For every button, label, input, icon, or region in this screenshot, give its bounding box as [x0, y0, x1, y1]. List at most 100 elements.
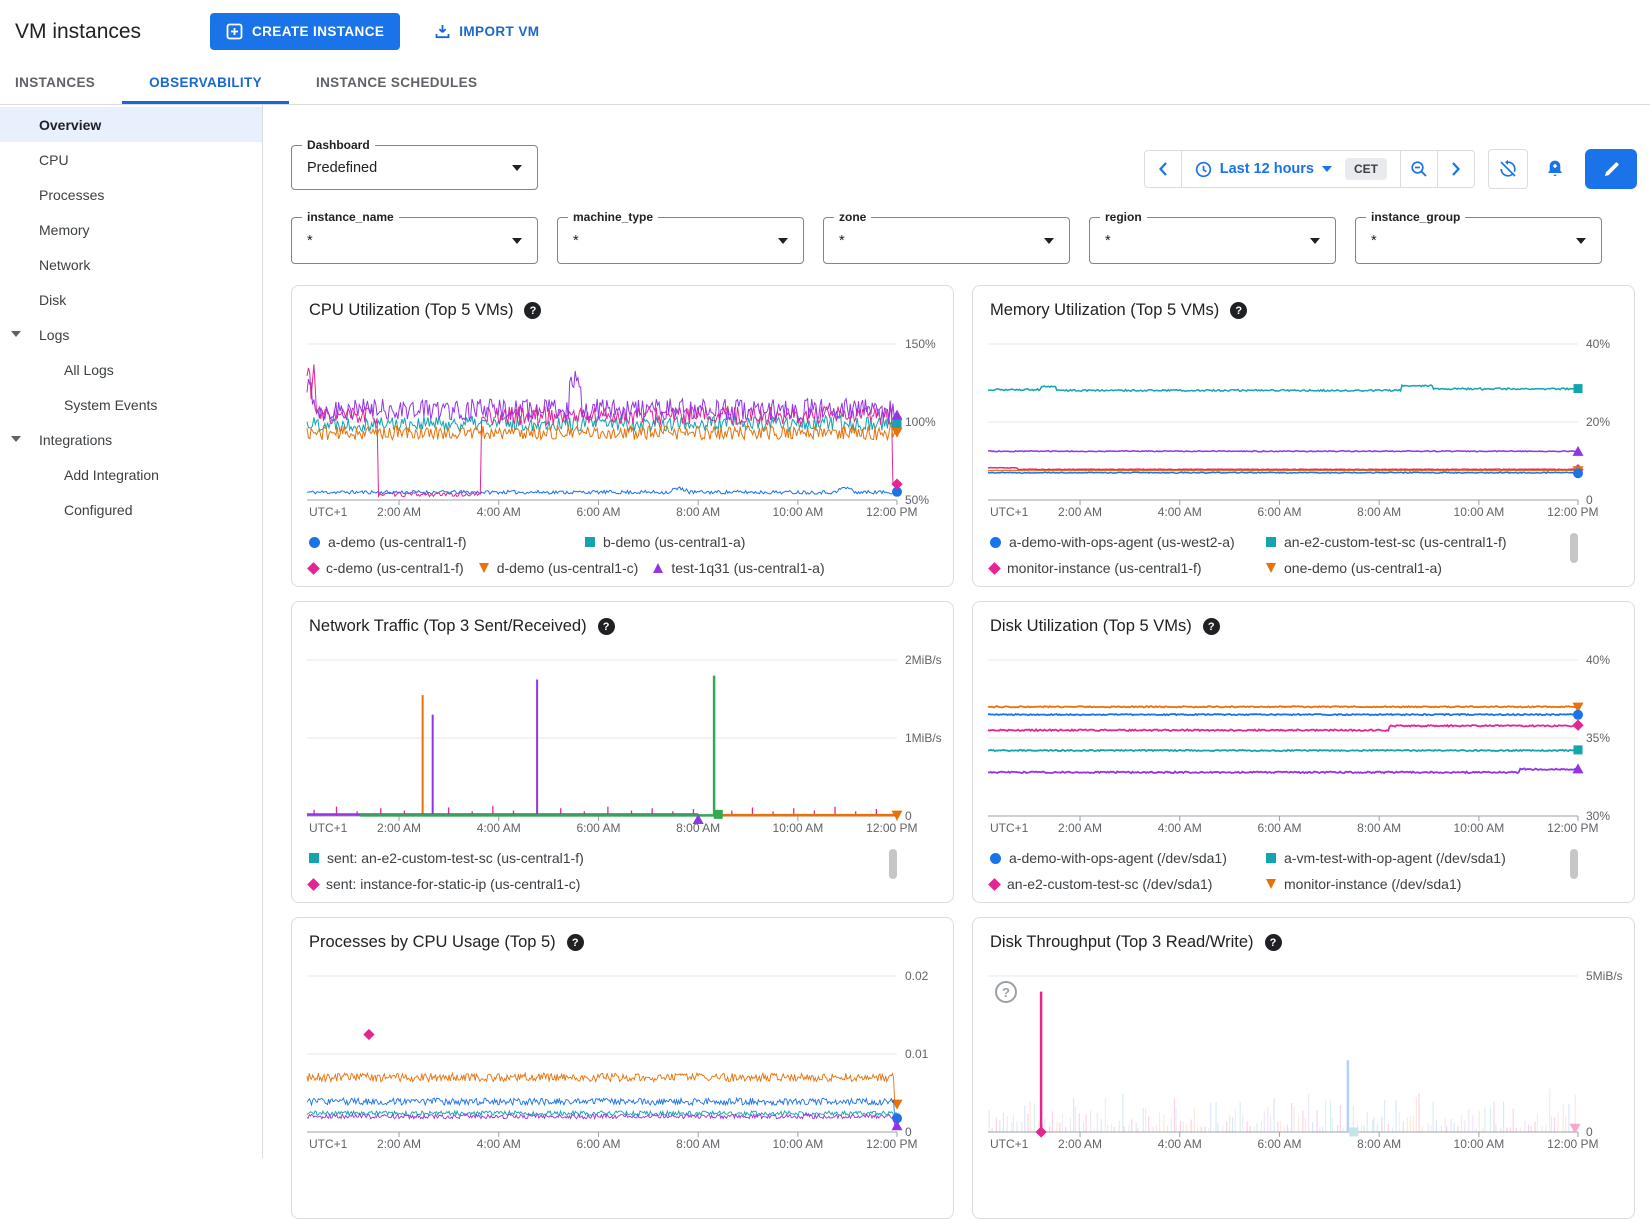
toolbar-row: Dashboard Predefined Last 12 hours CET — [291, 138, 1637, 190]
filter-instance-name[interactable]: instance_name * — [291, 210, 538, 264]
x-axis-label: 2:00 AM — [377, 1137, 422, 1151]
x-axis-label: 4:00 AM — [1157, 505, 1202, 519]
alerting-bell-button[interactable] — [1535, 149, 1575, 189]
legend-item-an-e2-custom-test-sc-dev-sda1[interactable]: an-e2-custom-test-sc (/dev/sda1) — [988, 876, 1266, 892]
help-icon[interactable]: ? — [566, 934, 584, 951]
y-axis-label: 0 — [1586, 1125, 1593, 1139]
help-icon[interactable]: ? — [524, 302, 542, 319]
x-axis-label: 6:00 AM — [576, 821, 621, 835]
sidebar-item-network[interactable]: Network — [0, 247, 262, 282]
sidebar-item-logs[interactable]: Logs — [0, 317, 262, 352]
x-axis-label: 10:00 AM — [1453, 505, 1505, 519]
dashboard-select[interactable]: Dashboard Predefined — [291, 138, 538, 190]
legend-item-a-demo-with-ops-agent-us-west2-a[interactable]: a-demo-with-ops-agent (us-west2-a) — [990, 534, 1266, 550]
sidebar-item-label: CPU — [39, 151, 69, 168]
sidebar-item-memory[interactable]: Memory — [0, 212, 262, 247]
x-axis-label: 6:00 AM — [576, 505, 621, 519]
filter-region[interactable]: region * — [1089, 210, 1336, 264]
time-forward-button[interactable] — [1438, 151, 1474, 187]
filter-value: * — [1105, 232, 1111, 249]
help-icon[interactable]: ? — [1264, 934, 1282, 951]
help-icon[interactable]: ? — [597, 618, 615, 635]
legend-item-monitor-instance-us-central1-f[interactable]: monitor-instance (us-central1-f) — [988, 560, 1266, 576]
edit-dashboard-button[interactable] — [1585, 149, 1637, 189]
tab-observability[interactable]: OBSERVABILITY — [122, 63, 289, 104]
legend-label: monitor-instance (/dev/sda1) — [1284, 876, 1462, 892]
legend-scrollbar[interactable] — [1570, 849, 1578, 879]
legend-label: a-demo-with-ops-agent (us-west2-a) — [1009, 534, 1235, 550]
legend-item-an-e2-custom-test-sc-us-central1-f[interactable]: an-e2-custom-test-sc (us-central1-f) — [1266, 534, 1562, 550]
sidebar-item-processes[interactable]: Processes — [0, 177, 262, 212]
help-icon[interactable]: ? — [1202, 618, 1220, 635]
legend-item-a-vm-test-with-op-agent-dev-sda1[interactable]: a-vm-test-with-op-agent (/dev/sda1) — [1266, 850, 1562, 866]
legend-label: a-demo-with-ops-agent (/dev/sda1) — [1009, 850, 1227, 866]
legend-item-one-demo-us-central1-a[interactable]: one-demo (us-central1-a) — [1266, 560, 1562, 576]
chart-title-row: Memory Utilization (Top 5 VMs)? — [990, 301, 1248, 320]
sidebar-item-system-events[interactable]: System Events — [0, 387, 262, 422]
expand-arrow-icon[interactable] — [11, 331, 21, 337]
sidebar-item-configured[interactable]: Configured — [0, 492, 262, 527]
divider — [1437, 151, 1438, 187]
chart-title-row: Network Traffic (Top 3 Sent/Received)? — [309, 617, 615, 636]
filter-value: * — [307, 232, 313, 249]
x-axis-label: UTC+1 — [990, 821, 1029, 835]
diamond-marker-icon — [307, 877, 320, 891]
legend-item-sent-instance-for-static-ip-us-central1-c[interactable]: sent: instance-for-static-ip (us-central… — [307, 876, 581, 892]
expand-arrow-icon[interactable] — [11, 436, 21, 442]
create-instance-button[interactable]: CREATE INSTANCE — [210, 13, 401, 50]
x-axis-label: 10:00 AM — [1453, 1137, 1505, 1151]
legend-item-monitor-instance-dev-sda1[interactable]: monitor-instance (/dev/sda1) — [1266, 876, 1562, 892]
help-icon[interactable]: ? — [1230, 302, 1248, 319]
time-range-value: Last 12 hours — [1219, 161, 1314, 177]
sidebar-item-overview[interactable]: Overview — [0, 107, 262, 142]
sidebar-item-cpu[interactable]: CPU — [0, 142, 262, 177]
filter-instance-group[interactable]: instance_group * — [1355, 210, 1602, 264]
chart-card-throughput: Disk Throughput (Top 3 Read/Write)? 5MiB/… — [972, 917, 1635, 1219]
legend-row: c-demo (us-central1-f) d-demo (us-central… — [307, 555, 881, 581]
no-data-help-icon[interactable]: ? — [995, 981, 1017, 1003]
diamond-marker-icon — [988, 561, 1001, 575]
sidebar-item-add-integration[interactable]: Add Integration — [0, 457, 262, 492]
legend-label: sent: instance-for-static-ip (us-central… — [326, 876, 581, 892]
chevron-down-icon — [512, 237, 522, 244]
import-vm-button[interactable]: IMPORT VM — [428, 22, 545, 41]
filter-value: * — [839, 232, 845, 249]
auto-refresh-off-button[interactable] — [1488, 149, 1528, 189]
chart-card-processes: Processes by CPU Usage (Top 5)? 0.02 0.01 0… — [291, 917, 954, 1219]
y-axis-label: 100% — [905, 415, 936, 429]
tab-instance-schedules[interactable]: INSTANCE SCHEDULES — [315, 74, 478, 90]
sidebar-item-all-logs[interactable]: All Logs — [0, 352, 262, 387]
legend-item-d-demo-us-central1-c[interactable]: d-demo (us-central1-c) — [478, 560, 638, 576]
x-axis-label: 12:00 PM — [866, 1137, 918, 1151]
filter-zone[interactable]: zone * — [823, 210, 1070, 264]
legend-item-test-1q31-us-central1-a[interactable]: test-1q31 (us-central1-a) — [653, 560, 825, 576]
time-range-button[interactable]: Last 12 hours CET — [1182, 151, 1400, 187]
sidebar-item-label: System Events — [64, 396, 158, 413]
import-icon — [434, 23, 451, 40]
tab-instances[interactable]: INSTANCES — [15, 74, 96, 90]
legend-item-b-demo-us-central1-a[interactable]: b-demo (us-central1-a) — [585, 534, 881, 550]
chart-legend: a-demo-with-ops-agent (us-west2-a) an-e2-… — [988, 529, 1562, 581]
legend-scrollbar[interactable] — [1570, 533, 1578, 563]
legend-scrollbar[interactable] — [889, 849, 897, 879]
sidebar-item-disk[interactable]: Disk — [0, 282, 262, 317]
x-axis-label: 4:00 AM — [1157, 821, 1202, 835]
legend-item-a-demo-us-central1-f[interactable]: a-demo (us-central1-f) — [309, 534, 585, 550]
legend-item-a-demo-with-ops-agent-dev-sda1[interactable]: a-demo-with-ops-agent (/dev/sda1) — [990, 850, 1266, 866]
dashboard-select-label: Dashboard — [302, 138, 375, 152]
legend-label: sent: an-e2-custom-test-sc (us-central1-… — [327, 850, 584, 866]
x-axis-label: 4:00 AM — [476, 821, 521, 835]
filter-machine-type[interactable]: machine_type * — [557, 210, 804, 264]
legend-item-sent-an-e2-custom-test-sc-us-central1-f[interactable]: sent: an-e2-custom-test-sc (us-central1-… — [309, 850, 584, 866]
sidebar-item-integrations[interactable]: Integrations — [0, 422, 262, 457]
x-axis-label: 6:00 AM — [576, 1137, 621, 1151]
time-back-button[interactable] — [1145, 151, 1181, 187]
page-title: VM instances — [15, 19, 142, 43]
tri-down-marker-icon — [1266, 879, 1276, 889]
sidebar-item-label: Processes — [39, 186, 105, 203]
x-axis-label: UTC+1 — [309, 505, 348, 519]
x-axis-label: 4:00 AM — [476, 505, 521, 519]
x-axis-label: 2:00 AM — [1058, 821, 1103, 835]
legend-item-c-demo-us-central1-f[interactable]: c-demo (us-central1-f) — [307, 560, 464, 576]
zoom-out-button[interactable] — [1401, 151, 1437, 187]
